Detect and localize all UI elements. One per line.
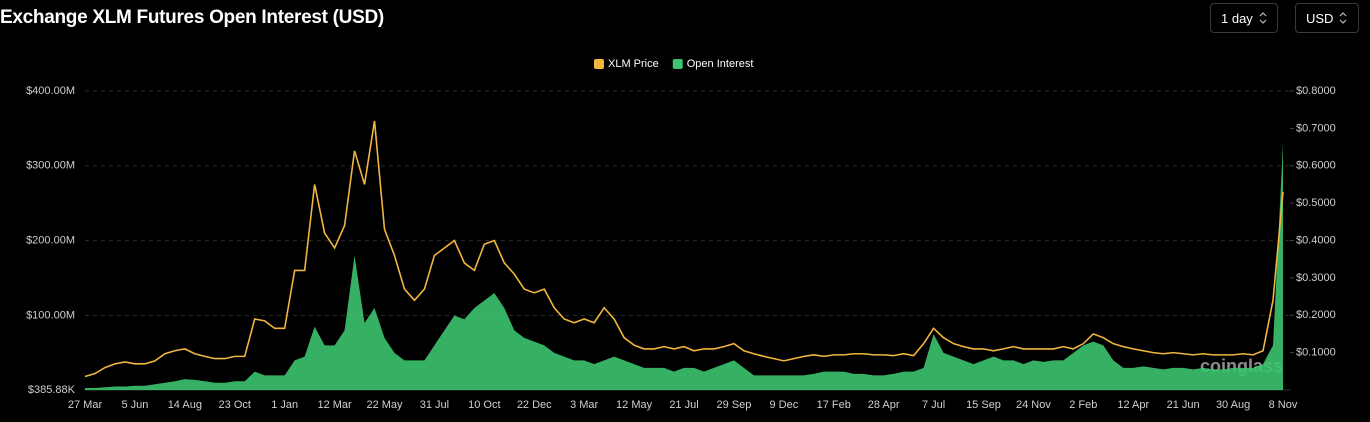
x-tick-label: 21 Jun (1167, 399, 1200, 411)
x-tick-label: 12 Apr (1117, 399, 1149, 411)
x-tick-label: 2 Feb (1069, 399, 1097, 411)
x-tick-label: 7 Jul (922, 399, 945, 411)
legend-label: XLM Price (608, 58, 659, 70)
x-tick-label: 14 Aug (168, 399, 202, 411)
interval-select[interactable]: 1 day (1210, 3, 1278, 33)
x-tick-label: 15 Sep (966, 399, 1001, 411)
x-tick-label: 24 Nov (1016, 399, 1051, 411)
select-icon (1340, 12, 1347, 24)
x-tick-label: 28 Apr (868, 399, 900, 411)
y-tick-label: $400.00M (26, 85, 75, 97)
x-tick-label: 22 Dec (517, 399, 552, 411)
x-tick-label: 8 Nov (1269, 399, 1298, 411)
x-tick-label: 22 May (366, 399, 403, 411)
y-tick-label: $385.88K (28, 384, 76, 396)
y2-tick-label: $0.2000 (1296, 309, 1336, 321)
x-tick-label: 1 Jan (271, 399, 298, 411)
x-tick-label: 27 Mar (68, 399, 103, 411)
x-tick-label: 12 May (616, 399, 653, 411)
legend-swatch (594, 59, 604, 69)
y-tick-label: $200.00M (26, 235, 75, 247)
currency-label: USD (1306, 10, 1334, 26)
y2-tick-label: $0.4000 (1296, 234, 1336, 246)
select-icon (1259, 12, 1267, 24)
x-tick-label: 21 Jul (669, 399, 698, 411)
x-tick-label: 12 Mar (317, 399, 352, 411)
x-tick-label: 5 Jun (121, 399, 148, 411)
y2-tick-label: $0.1000 (1296, 347, 1336, 359)
legend-label: Open Interest (687, 58, 754, 70)
x-tick-label: 10 Oct (468, 399, 500, 411)
x-tick-label: 3 Mar (570, 399, 598, 411)
y2-tick-label: $0.8000 (1296, 85, 1336, 97)
y-tick-label: $100.00M (26, 309, 75, 321)
x-tick-label: 23 Oct (219, 399, 251, 411)
open-interest-area (85, 143, 1283, 390)
chart-title: Exchange XLM Futures Open Interest (USD) (0, 7, 384, 28)
y-tick-label: $300.00M (26, 160, 75, 172)
interval-label: 1 day (1221, 10, 1253, 26)
x-tick-label: 9 Dec (769, 399, 798, 411)
x-tick-label: 17 Feb (817, 399, 851, 411)
x-tick-label: 29 Sep (716, 399, 751, 411)
x-tick-label: 31 Jul (420, 399, 449, 411)
x-tick-label: 30 Aug (1216, 399, 1250, 411)
price-line (84, 120, 1284, 378)
y2-tick-label: $0.3000 (1296, 272, 1336, 284)
y2-tick-label: $0.6000 (1296, 160, 1336, 172)
currency-select[interactable]: USD (1295, 3, 1359, 33)
y2-tick-label: $0.5000 (1296, 197, 1336, 209)
legend-swatch (672, 59, 683, 69)
y2-tick-label: $0.7000 (1296, 122, 1336, 134)
